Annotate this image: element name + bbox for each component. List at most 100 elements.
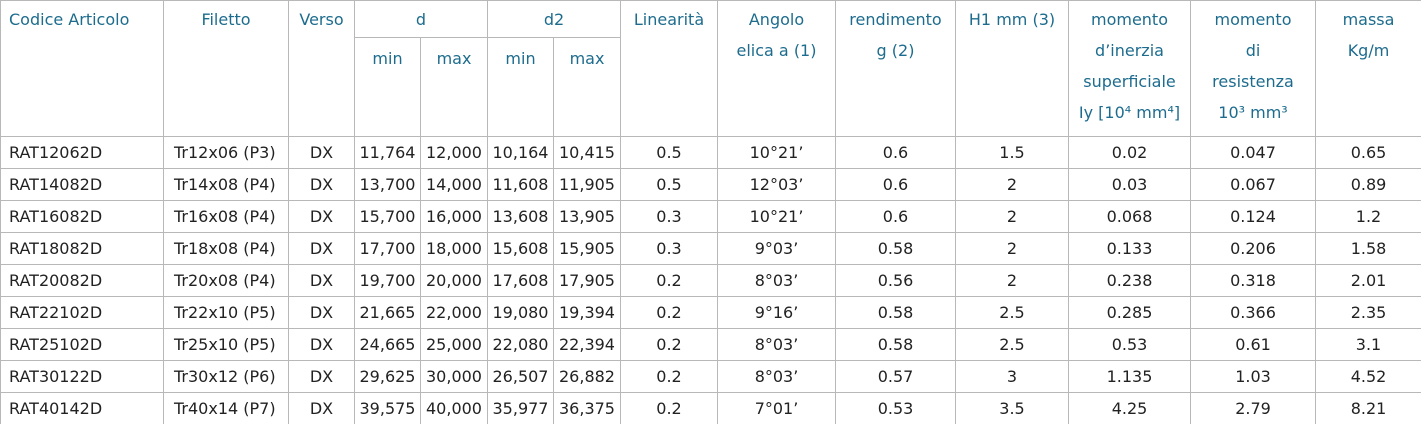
header-line: d2 [543, 10, 565, 29]
table-row: RAT18082D Tr18x08 (P4) DX 17,700 18,000 15,60… [0, 232, 1421, 265]
sub-header: min [487, 37, 554, 137]
table-cell: 29,625 [354, 360, 421, 393]
table-cell: DX [288, 232, 355, 265]
table-row: RAT30122D Tr30x12 (P6) DX 29,625 30,000 26,50… [0, 360, 1421, 393]
header-line: Verso [299, 10, 344, 29]
header-line: 10³ mm³ [1218, 103, 1288, 122]
table-cell: 3 [955, 360, 1069, 393]
table-cell: 19,700 [354, 264, 421, 297]
table-cell: 26,882 [553, 360, 621, 393]
column-header: H1 mm (3) [955, 0, 1069, 137]
table-cell: Tr20x08 (P4) [163, 264, 289, 297]
table-cell: 3.5 [955, 392, 1069, 424]
table-cell: 12°03’ [717, 168, 836, 201]
column-header: Filetto [163, 0, 289, 137]
header-row: Codice Articolo Filetto Verso d d2 Linearità A… [0, 0, 1421, 137]
table-cell: 0.124 [1190, 200, 1316, 233]
table-row: RAT12062D Tr12x06 (P3) DX 11,764 12,000 10,16… [0, 136, 1421, 169]
table-cell: 20,000 [420, 264, 488, 297]
table-cell: 26,507 [487, 360, 554, 393]
table-cell: 0.02 [1068, 136, 1191, 169]
table-cell: DX [288, 168, 355, 201]
table-cell: Tr40x14 (P7) [163, 392, 289, 424]
table-cell: 0.2 [620, 264, 718, 297]
table-cell: 8.21 [1315, 392, 1421, 424]
table-cell: 8°03’ [717, 264, 836, 297]
table-cell: DX [288, 200, 355, 233]
table-cell: 35,977 [487, 392, 554, 424]
header-line: H1 mm (3) [968, 10, 1056, 29]
table-cell: 19,394 [553, 296, 621, 329]
table-cell: 0.6 [835, 136, 956, 169]
column-header: d [354, 0, 488, 38]
table-cell: 0.03 [1068, 168, 1191, 201]
table-cell: 18,000 [420, 232, 488, 265]
table-cell: RAT12062D [0, 136, 164, 169]
table-cell: 21,665 [354, 296, 421, 329]
table-cell: 22,000 [420, 296, 488, 329]
column-header: Verso [288, 0, 355, 137]
table-cell: RAT40142D [0, 392, 164, 424]
header-line: momento [1090, 10, 1168, 29]
table-cell: 0.318 [1190, 264, 1316, 297]
table-cell: 2.35 [1315, 296, 1421, 329]
header-line: massa [1342, 10, 1395, 29]
table-cell: 17,905 [553, 264, 621, 297]
table-cell: 2 [955, 232, 1069, 265]
table-cell: 17,608 [487, 264, 554, 297]
table-cell: 3.1 [1315, 328, 1421, 361]
table-cell: Tr12x06 (P3) [163, 136, 289, 169]
table-cell: 7°01’ [717, 392, 836, 424]
table-cell: 0.89 [1315, 168, 1421, 201]
table-cell: RAT18082D [0, 232, 164, 265]
column-header: Angolo elica a (1) [717, 0, 836, 137]
table-cell: DX [288, 392, 355, 424]
table-cell: 2.5 [955, 328, 1069, 361]
table-cell: 40,000 [420, 392, 488, 424]
table-row: RAT25102D Tr25x10 (P5) DX 24,665 25,000 22,08… [0, 328, 1421, 361]
table-cell: 4.25 [1068, 392, 1191, 424]
table-cell: DX [288, 264, 355, 297]
table-cell: DX [288, 328, 355, 361]
table-cell: 0.2 [620, 328, 718, 361]
table-cell: 22,394 [553, 328, 621, 361]
table-cell: 11,905 [553, 168, 621, 201]
table-cell: 2 [955, 264, 1069, 297]
table-cell: 14,000 [420, 168, 488, 201]
column-header: Linearità [620, 0, 718, 137]
table-cell: 36,375 [553, 392, 621, 424]
table-cell: 0.2 [620, 296, 718, 329]
table-cell: 0.068 [1068, 200, 1191, 233]
table-cell: 16,000 [420, 200, 488, 233]
table-body: RAT12062D Tr12x06 (P3) DX 11,764 12,000 10,16… [0, 136, 1421, 424]
table-cell: 15,608 [487, 232, 554, 265]
table-cell: Tr30x12 (P6) [163, 360, 289, 393]
table-cell: 2 [955, 200, 1069, 233]
table-cell: Tr25x10 (P5) [163, 328, 289, 361]
table-cell: RAT14082D [0, 168, 164, 201]
table-cell: DX [288, 360, 355, 393]
table-cell: 2.5 [955, 296, 1069, 329]
table-cell: 0.53 [1068, 328, 1191, 361]
table-cell: 22,080 [487, 328, 554, 361]
table-cell: 9°03’ [717, 232, 836, 265]
table-cell: 39,575 [354, 392, 421, 424]
table-row: RAT14082D Tr14x08 (P4) DX 13,700 14,000 11,60… [0, 168, 1421, 201]
table-cell: 1.03 [1190, 360, 1316, 393]
table-cell: Tr16x08 (P4) [163, 200, 289, 233]
table-cell: Tr18x08 (P4) [163, 232, 289, 265]
header-line: g (2) [876, 41, 915, 60]
table-cell: 13,608 [487, 200, 554, 233]
table-cell: 0.238 [1068, 264, 1191, 297]
table-cell: 1.58 [1315, 232, 1421, 265]
table-cell: 13,905 [553, 200, 621, 233]
header-line: rendimento [849, 10, 942, 29]
table-cell: 9°16’ [717, 296, 836, 329]
column-header: massa Kg/m [1315, 0, 1421, 137]
table-cell: RAT20082D [0, 264, 164, 297]
table-cell: 0.2 [620, 360, 718, 393]
table-row: RAT20082D Tr20x08 (P4) DX 19,700 20,000 17,60… [0, 264, 1421, 297]
table-cell: 0.58 [835, 296, 956, 329]
table-row: RAT16082D Tr16x08 (P4) DX 15,700 16,000 13,60… [0, 200, 1421, 233]
